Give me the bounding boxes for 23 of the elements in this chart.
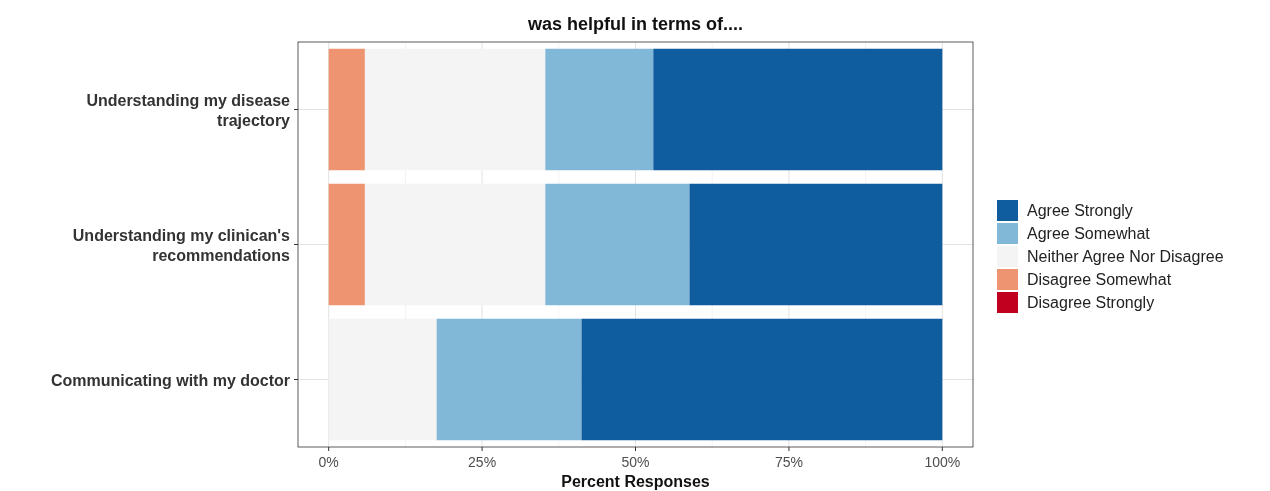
bar xyxy=(653,48,943,171)
y-tick-label: Understanding my clinican's recommendations xyxy=(72,226,291,264)
chart-title: was helpful in terms of.... xyxy=(526,14,744,34)
x-tick-label: 0% xyxy=(318,454,339,470)
x-axis-title: Percent Responses xyxy=(561,473,710,490)
legend-label: Neither Agree Nor Disagree xyxy=(1027,248,1224,265)
bar xyxy=(545,183,690,306)
legend-label: Agree Strongly xyxy=(1027,202,1133,219)
legend-label: Agree Somewhat xyxy=(1027,225,1151,242)
bar xyxy=(436,318,582,441)
bar xyxy=(689,183,943,306)
bar xyxy=(545,48,654,171)
x-tick-label: 25% xyxy=(468,454,497,470)
x-tick-label: 50% xyxy=(621,454,650,470)
y-tick-label: Communicating with my doctor xyxy=(50,371,290,389)
x-tick-label: 75% xyxy=(774,454,803,470)
legend-label: Disagree Somewhat xyxy=(1027,271,1172,288)
bar xyxy=(328,48,365,171)
bar xyxy=(328,183,365,306)
bar xyxy=(581,318,943,441)
y-tick-label: Understanding my disease trajectory xyxy=(86,91,291,129)
legend-label: Disagree Strongly xyxy=(1027,294,1155,311)
x-tick-label: 100% xyxy=(924,454,961,470)
